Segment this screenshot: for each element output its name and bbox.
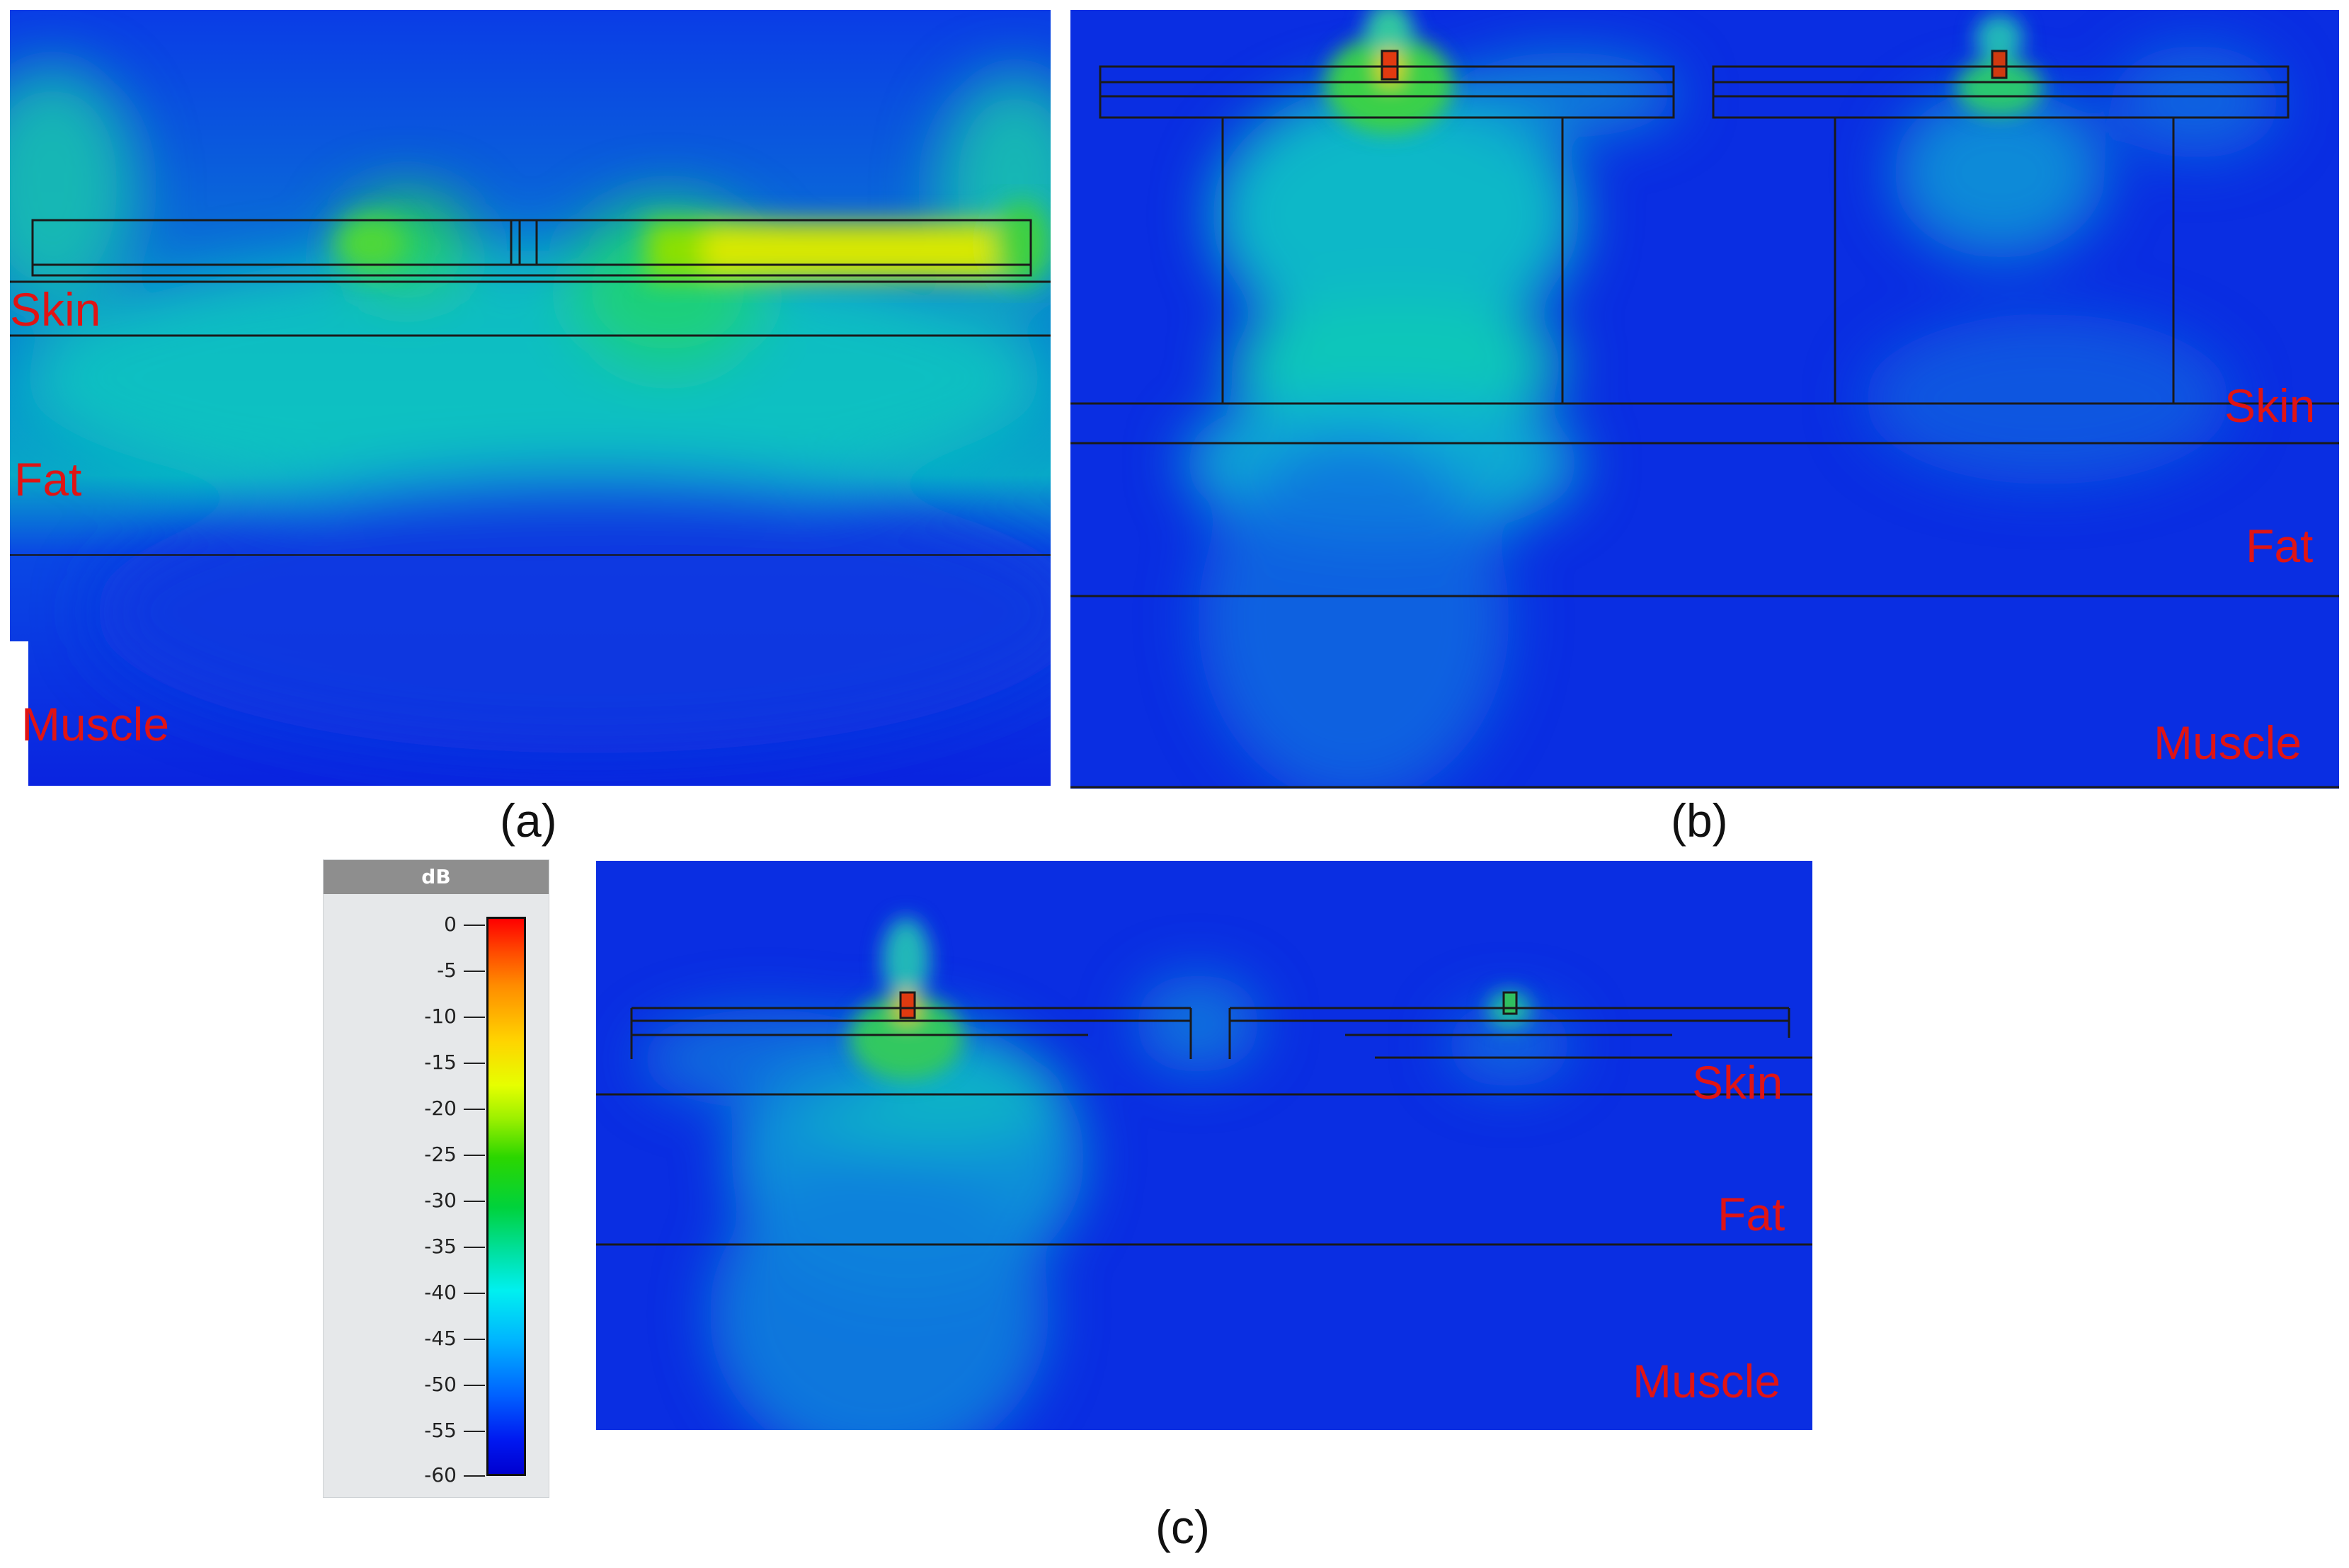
panel-a-label-skin: Skin	[10, 283, 101, 336]
colorbar-tick: -45	[324, 1327, 485, 1350]
colorbar-tick: -60	[324, 1463, 485, 1487]
colorbar: dB 0 -5 -10 -15 -20 -25 -30 -35 -40 -45 …	[323, 859, 549, 1498]
panel-b-heatmap	[1070, 10, 2339, 789]
panel-b-caption: (b)	[1671, 794, 1728, 847]
panel-b-label-muscle: Muscle	[2154, 716, 2302, 769]
panel-c-heatmap	[596, 861, 1812, 1430]
colorbar-tick: -35	[324, 1235, 485, 1258]
colorbar-tick: -50	[324, 1373, 485, 1396]
colorbar-tick: -5	[324, 958, 485, 982]
panel-a-caption: (a)	[500, 794, 557, 847]
panel-c-caption: (c)	[1155, 1501, 1210, 1553]
colorbar-tick: -15	[324, 1051, 485, 1074]
panel-a-field-plot: Skin Fat Muscle	[10, 10, 1051, 786]
colorbar-unit: dB	[324, 860, 549, 894]
colorbar-gradient	[486, 917, 526, 1476]
panel-b-label-skin: Skin	[2224, 379, 2316, 432]
colorbar-tick: -10	[324, 1005, 485, 1028]
colorbar-tick: -55	[324, 1419, 485, 1442]
panel-a-heatmap	[10, 10, 1051, 786]
panel-c-label-skin: Skin	[1692, 1056, 1783, 1109]
panel-a-label-fat: Fat	[14, 453, 82, 505]
panel-a-label-muscle: Muscle	[21, 698, 170, 750]
colorbar-tick: -25	[324, 1143, 485, 1166]
panel-b-label-fat: Fat	[2246, 520, 2314, 572]
colorbar-tick: -30	[324, 1189, 485, 1212]
panel-c-label-fat: Fat	[1718, 1188, 1785, 1240]
panel-c-field-plot: Skin Fat Muscle	[596, 861, 1812, 1430]
panel-b-field-plot: Skin Fat Muscle	[1070, 10, 2339, 789]
colorbar-tick: -40	[324, 1281, 485, 1304]
colorbar-tick: -20	[324, 1097, 485, 1120]
panel-c-label-muscle: Muscle	[1633, 1355, 1781, 1407]
colorbar-tick: 0	[324, 912, 485, 936]
